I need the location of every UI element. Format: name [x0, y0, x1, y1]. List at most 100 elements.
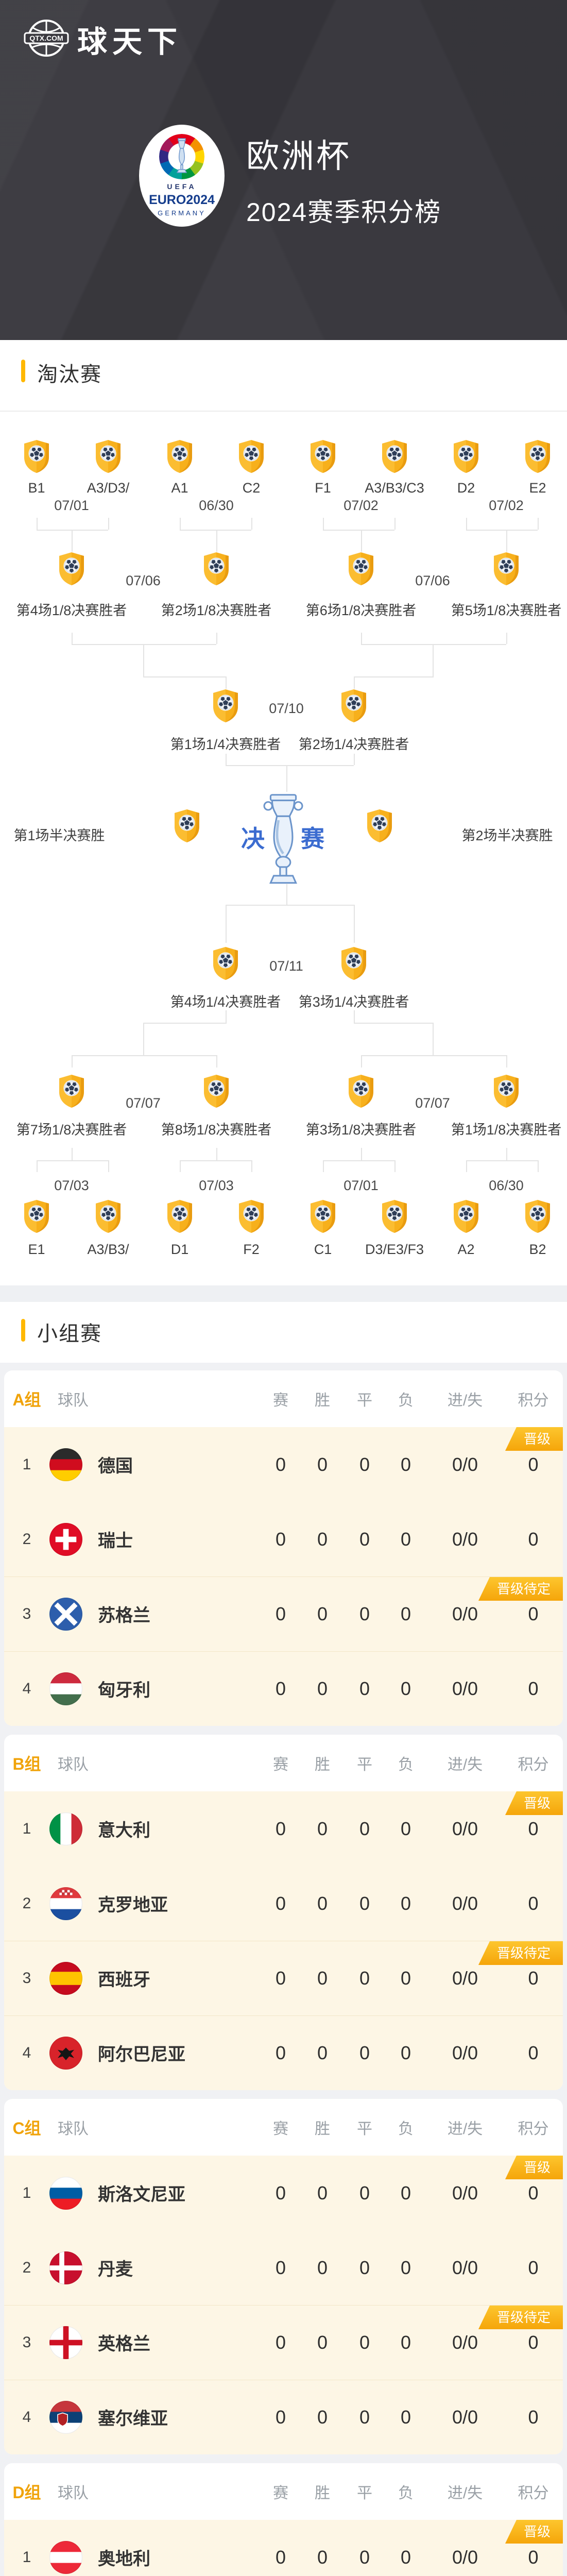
team-row[interactable]: 1 斯洛文尼亚 0 0 0 0 0/0 0	[4, 2156, 563, 2230]
row-divider	[4, 2305, 563, 2306]
flag-switzerland-icon	[49, 1522, 82, 1556]
stat-played: 0	[275, 2546, 286, 2568]
team-row[interactable]: 3 苏格兰 0 0 0 0 0/0 0	[4, 1577, 563, 1651]
bracket-slot-label: C1	[314, 1242, 332, 1257]
stat-played: 0	[275, 2257, 286, 2278]
bracket-line	[323, 1160, 394, 1161]
bracket-line	[506, 1148, 507, 1160]
bracket-line	[180, 530, 251, 531]
bracket-slot-label: 第7场1/8决赛胜者	[16, 1122, 127, 1138]
group-name: A组	[12, 1391, 41, 1409]
stat-goals: 0/0	[452, 2406, 478, 2428]
bracket-date: 07/03	[54, 1178, 89, 1193]
col-header-loss: 负	[398, 1392, 414, 1409]
team-row[interactable]: 3 英格兰 0 0 0 0 0/0 0	[4, 2305, 563, 2380]
team-row[interactable]: 1 意大利 0 0 0 0 0/0 0	[4, 1791, 563, 1866]
stat-loss: 0	[400, 2182, 411, 2204]
team-row[interactable]: 4 匈牙利 0 0 0 0 0/0 0	[4, 1651, 563, 1726]
bracket-line	[108, 1160, 109, 1172]
flag-germany-icon	[49, 1448, 82, 1481]
stat-goals: 0/0	[452, 2257, 478, 2278]
team-name: 克罗地亚	[98, 1895, 168, 1915]
team-row[interactable]: 2 丹麦 0 0 0 0 0/0 0	[4, 2230, 563, 2305]
stat-loss: 0	[400, 1528, 411, 1550]
team-rank: 1	[22, 1820, 31, 1837]
bracket-line	[361, 530, 362, 552]
site-logo-text: QTX.COM	[29, 34, 63, 42]
bracket-line	[466, 1160, 538, 1161]
group-name: D组	[12, 2483, 41, 2502]
bracket-line	[466, 518, 467, 530]
stat-loss: 0	[400, 1453, 411, 1475]
site-logo[interactable]: QTX.COM 球天下	[24, 18, 182, 61]
section-accent-bar	[21, 1319, 25, 1342]
promoted-badge: 晋级	[505, 1427, 563, 1451]
shield-icon	[308, 1199, 337, 1233]
shield-icon	[202, 1074, 231, 1108]
stat-win: 0	[317, 2331, 328, 2353]
team-row[interactable]: 2 瑞士 0 0 0 0 0/0 0	[4, 1502, 563, 1577]
team-rank: 1	[22, 1455, 31, 1473]
bracket-line	[286, 765, 287, 792]
bracket-slot-label: 第1场1/8决赛胜者	[451, 1122, 562, 1138]
stat-win: 0	[317, 1528, 328, 1550]
bracket-slot-label: E2	[529, 480, 546, 496]
shield-icon	[308, 439, 337, 473]
stat-draw: 0	[359, 1818, 370, 1839]
stat-draw: 0	[359, 1453, 370, 1475]
row-divider	[4, 2015, 563, 2016]
group-table-body: 1 斯洛文尼亚 0 0 0 0 0/0 0 2 丹麦 0 0 0 0 0/0 0…	[4, 2156, 563, 2454]
group-card: C组 球队 赛 胜 平 负 进/失 积分 1 斯洛文尼亚 0 0 0 0 0/0…	[4, 2099, 563, 2454]
group-table-header: D组 球队 赛 胜 平 负 进/失 积分	[4, 2463, 563, 2520]
stat-loss: 0	[400, 1677, 411, 1699]
stat-goals: 0/0	[452, 1603, 478, 1624]
bracket-date: 07/02	[489, 498, 524, 513]
stat-loss: 0	[400, 2546, 411, 2568]
col-header-goals: 进/失	[447, 1756, 483, 1773]
team-row[interactable]: 2 克罗地亚 0 0 0 0 0/0 0	[4, 1866, 563, 1941]
stat-win: 0	[317, 2182, 328, 2204]
stat-draw: 0	[359, 2546, 370, 2568]
shield-icon	[237, 1199, 266, 1233]
group-name: B组	[12, 1755, 41, 1773]
team-rank: 4	[22, 2408, 31, 2426]
col-header-win: 胜	[315, 1392, 330, 1409]
stat-loss: 0	[400, 2331, 411, 2353]
stat-win: 0	[317, 1603, 328, 1624]
bracket-line	[216, 530, 217, 552]
bracket-line	[37, 518, 38, 530]
team-rank: 2	[22, 1894, 31, 1912]
stat-played: 0	[275, 1967, 286, 1989]
stat-loss: 0	[400, 1818, 411, 1839]
flag-england-icon	[49, 2326, 82, 2359]
stat-loss: 0	[400, 1603, 411, 1624]
bracket-slot-label: 第2场1/4决赛胜者	[298, 737, 409, 752]
team-row[interactable]: 4 阿尔巴尼亚 0 0 0 0 0/0 0	[4, 2015, 563, 2090]
team-rank: 3	[22, 1969, 31, 1987]
final-title-left: 决	[241, 825, 265, 852]
euro2024-logo: UEFA EURO2024 GERMANY	[139, 125, 225, 227]
col-header-points: 积分	[518, 1756, 549, 1773]
shield-icon	[452, 439, 480, 473]
bracket-line	[251, 518, 252, 530]
bracket-line	[180, 518, 181, 530]
team-row[interactable]: 4 塞尔维亚 0 0 0 0 0/0 0	[4, 2380, 563, 2454]
stat-goals: 0/0	[452, 1528, 478, 1550]
stat-played: 0	[275, 2331, 286, 2353]
team-row[interactable]: 1 德国 0 0 0 0 0/0 0	[4, 1427, 563, 1502]
bracket-line	[72, 530, 73, 552]
stat-draw: 0	[359, 1967, 370, 1989]
stat-draw: 0	[359, 2331, 370, 2353]
col-header-goals: 进/失	[447, 2485, 483, 2502]
bracket-date: 07/01	[343, 1178, 379, 1193]
row-divider	[4, 1651, 563, 1652]
flag-hungary-icon	[49, 1672, 82, 1705]
stat-win: 0	[317, 2042, 328, 2063]
stat-points: 0	[528, 2257, 539, 2278]
flag-austria-icon	[49, 2540, 82, 2574]
flag-albania-icon	[49, 2036, 82, 2070]
flag-slovenia-icon	[49, 2176, 82, 2210]
team-row[interactable]: 1 奥地利 0 0 0 0 0/0 0	[4, 2520, 563, 2576]
team-row[interactable]: 3 西班牙 0 0 0 0 0/0 0	[4, 1941, 563, 2015]
divider	[0, 411, 567, 412]
